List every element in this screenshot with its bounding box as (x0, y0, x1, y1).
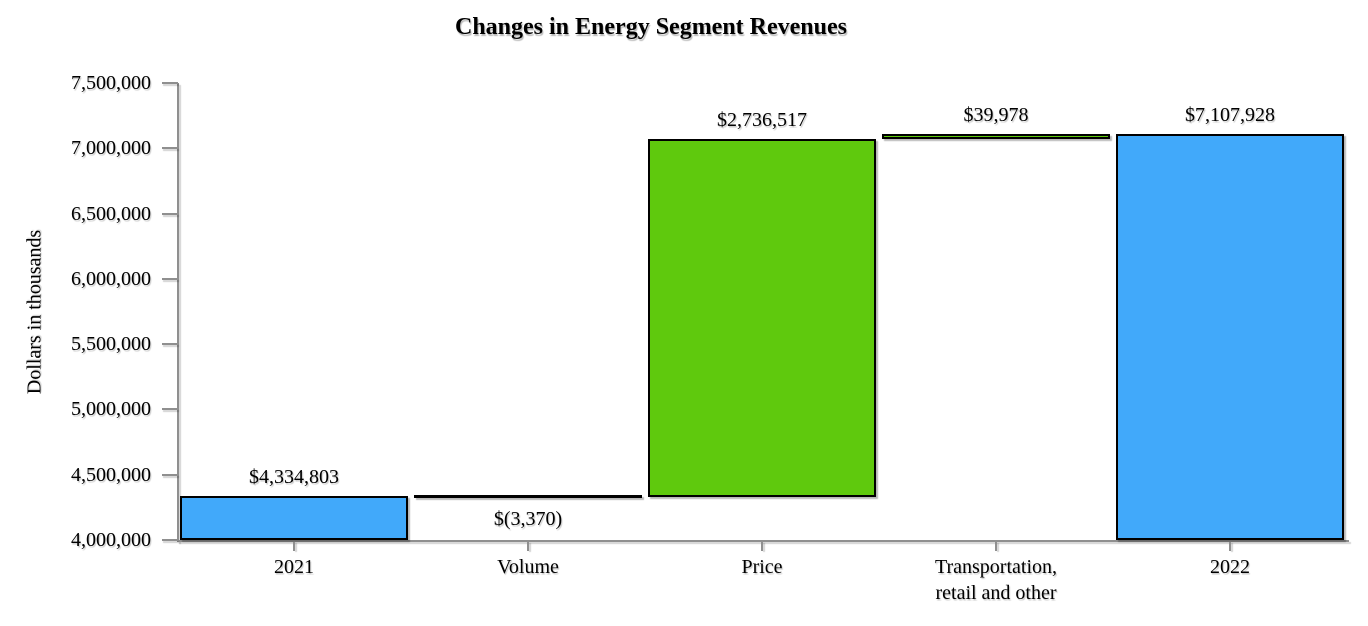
x-tick-2022 (1229, 542, 1231, 551)
x-tick-2021 (293, 542, 295, 551)
y-tick-7-000-000 (162, 147, 178, 150)
bar-value-label-volume: $(3,370) (493, 508, 563, 531)
x-tick-transportation-retail-and-other (995, 542, 997, 551)
x-tick-price (761, 542, 763, 551)
y-tick-label-7-000-000: 7,000,000 (71, 137, 151, 160)
y-tick-5-000-000 (162, 408, 178, 411)
y-tick-6-000-000 (162, 277, 178, 280)
y-tick-5-500-000 (162, 343, 178, 346)
x-category-label-transportation-retail-and-other: Transportation, retail and other (934, 556, 1058, 604)
x-category-label-2022: 2022 (1210, 556, 1250, 578)
x-tick-volume (527, 542, 529, 551)
y-tick-label-7-500-000: 7,500,000 (71, 72, 151, 94)
x-category-label-2021: 2021 (274, 556, 314, 578)
y-tick-label-5-000-000: 5,000,000 (71, 398, 151, 421)
y-tick-label-5-500-000: 5,500,000 (71, 333, 151, 356)
y-axis-line (177, 83, 179, 542)
y-tick-6-500-000 (162, 212, 178, 215)
x-axis-line (177, 540, 1349, 542)
y-tick-label-6-000-000: 6,000,000 (71, 267, 151, 290)
y-tick-4-000-000 (162, 539, 178, 541)
y-tick-label-4-500-000: 4,500,000 (71, 463, 151, 486)
x-category-label-volume: Volume (497, 556, 559, 578)
bar-value-label-2021: $4,334,803 (249, 466, 339, 489)
bar-value-label-2022: $7,107,928 (1185, 104, 1275, 127)
chart-title: Changes in Energy Segment Revenues (454, 14, 848, 40)
bar-2022 (1116, 134, 1344, 540)
y-tick-7-500-000 (162, 82, 178, 84)
y-tick-label-4-000-000: 4,000,000 (71, 529, 151, 551)
y-tick-label-6-500-000: 6,500,000 (71, 202, 151, 225)
bar-value-label-transportation-retail-and-other: $39,978 (963, 104, 1029, 127)
bar-price (648, 139, 876, 497)
x-category-label-price: Price (741, 556, 783, 578)
bar-value-label-price: $2,736,517 (717, 109, 807, 132)
y-tick-4-500-000 (162, 473, 178, 476)
y-axis-title: Dollars in thousands (23, 229, 46, 395)
bar-volume (414, 495, 642, 499)
bar-2021 (180, 496, 408, 540)
bar-transportation-retail-and-other (882, 134, 1110, 140)
